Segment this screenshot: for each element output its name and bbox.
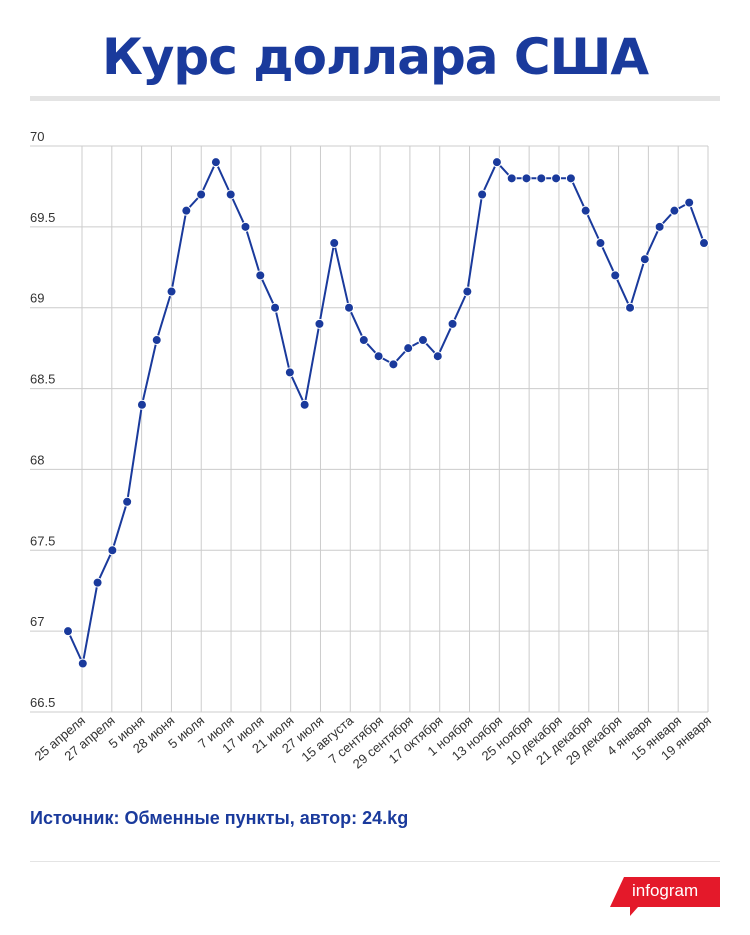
data-point (521, 173, 532, 184)
footer-divider (30, 861, 720, 862)
data-point (565, 173, 576, 184)
data-point (63, 626, 73, 637)
data-point (358, 335, 369, 346)
y-tick-label: 70 (30, 129, 44, 144)
data-point (92, 577, 103, 588)
data-point (151, 335, 162, 346)
y-tick-label: 68.5 (30, 372, 55, 387)
data-point (639, 254, 650, 265)
series-line (67, 161, 705, 665)
data-point (240, 221, 251, 232)
data-point (107, 545, 118, 556)
infogram-logo[interactable]: infogram (610, 877, 720, 917)
data-point (225, 189, 236, 200)
data-point (299, 399, 310, 410)
data-point (536, 173, 547, 184)
y-tick-label: 67 (30, 614, 44, 629)
data-point (462, 286, 473, 297)
data-point (181, 205, 192, 216)
title-divider (30, 96, 720, 101)
y-tick-label: 67.5 (30, 533, 55, 548)
data-point (477, 189, 488, 200)
data-point (684, 197, 695, 208)
data-point (447, 318, 458, 329)
data-point (654, 221, 665, 232)
data-point (610, 270, 621, 281)
source-note: Источник: Обменные пункты, автор: 24.kg (30, 808, 409, 828)
data-point (196, 189, 207, 200)
data-point (595, 238, 606, 249)
data-point (122, 496, 133, 507)
data-point (270, 302, 281, 313)
data-point (314, 318, 325, 329)
data-point (432, 351, 443, 362)
data-point (699, 238, 709, 249)
data-point (284, 367, 295, 378)
data-point (403, 343, 414, 354)
brand-badge-icon (610, 877, 720, 916)
chart-title: Курс доллара США (101, 28, 649, 86)
y-tick-label: 69.5 (30, 210, 55, 225)
y-tick-label: 69 (30, 291, 44, 306)
data-point (210, 157, 221, 168)
data-point (373, 351, 384, 362)
data-point (329, 238, 340, 249)
data-point (669, 205, 680, 216)
data-point (625, 302, 636, 313)
data-point (388, 359, 399, 370)
data-point (255, 270, 266, 281)
data-point (166, 286, 177, 297)
y-tick-label: 68 (30, 452, 44, 467)
data-point (136, 399, 147, 410)
data-point (580, 205, 591, 216)
data-point (491, 157, 502, 168)
y-tick-label: 66.5 (30, 695, 55, 710)
brand-label: infogram (632, 881, 699, 900)
data-point (344, 302, 355, 313)
data-point (417, 335, 428, 346)
data-point (551, 173, 562, 184)
data-point (77, 658, 88, 669)
data-point (506, 173, 517, 184)
